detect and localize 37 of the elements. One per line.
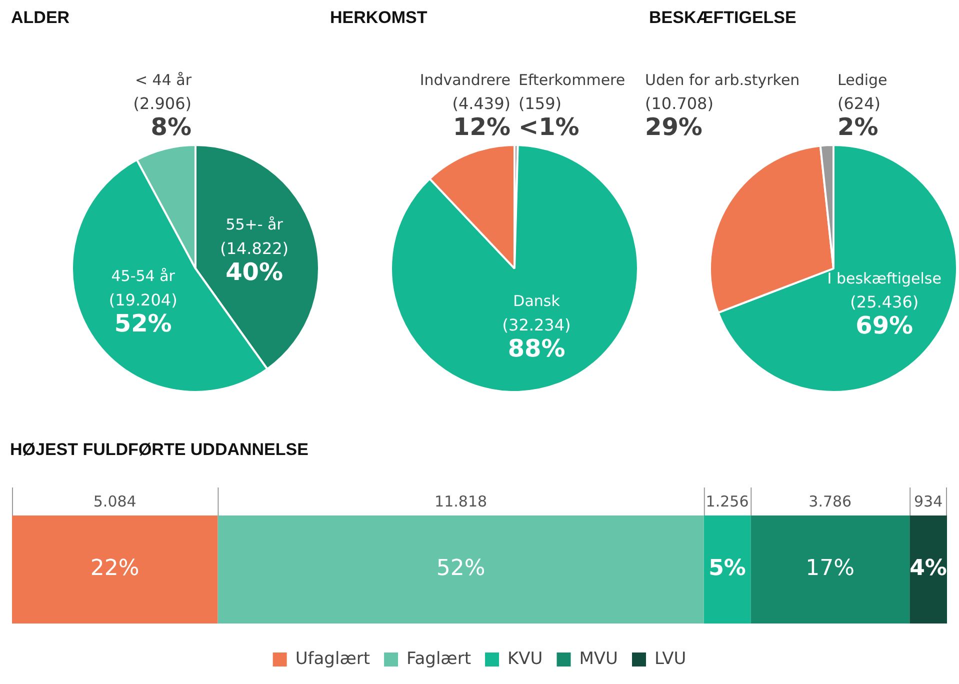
data-label: 52%: [436, 556, 486, 582]
data-label: 22%: [90, 556, 140, 582]
slice-label: I beskæftigelse: [827, 269, 942, 288]
slice-label: Dansk: [513, 292, 560, 310]
data-label: (159) <1%: [518, 94, 580, 142]
slice-label: 45-54 år: [111, 267, 176, 286]
chart-title: BESKÆFTIGELSE: [648, 7, 798, 29]
data-label: (4.439) 12%: [452, 94, 510, 142]
data-label: 17%: [806, 556, 855, 582]
data-label: 4%: [910, 556, 947, 582]
data-label: (10.708) 29%: [645, 94, 714, 142]
data-label: 5%: [708, 556, 746, 582]
data-label: (19.204) 52%: [108, 290, 178, 338]
chart-title: ALDER: [10, 7, 71, 29]
data-label: (32.234) 88%: [502, 315, 571, 362]
slice-label: Indvandrere: [420, 70, 510, 89]
data-label: (624) 2%: [838, 94, 881, 142]
legend-label: LVU: [654, 648, 686, 669]
chart-title: HØJEST FULDFØRTE UDDANNELSE: [9, 439, 310, 461]
slice-label: Efterkommere: [518, 70, 626, 89]
legend-label: MVU: [579, 648, 618, 669]
text: 3.786: [808, 492, 852, 510]
text: 11.818: [434, 492, 488, 510]
legend-label: KVU: [508, 648, 543, 669]
chart-title: HERKOMST: [329, 7, 428, 29]
data-label: (2.906) 8%: [133, 94, 192, 142]
legend-label: Faglært: [406, 648, 472, 669]
text: 934: [914, 492, 943, 510]
slice-label: Uden for arb.styrken: [645, 70, 800, 89]
slice-label: 55+- år: [226, 216, 284, 234]
legend-label: Ufaglært: [295, 648, 370, 669]
data-label: (14.822) 40%: [220, 238, 289, 286]
text: 1.256: [706, 492, 749, 510]
slice-label: < 44 år: [134, 70, 192, 89]
slice-label: Ledige: [838, 70, 888, 89]
data-label: (25.436) 69%: [850, 292, 919, 340]
text: 5.084: [93, 492, 136, 510]
